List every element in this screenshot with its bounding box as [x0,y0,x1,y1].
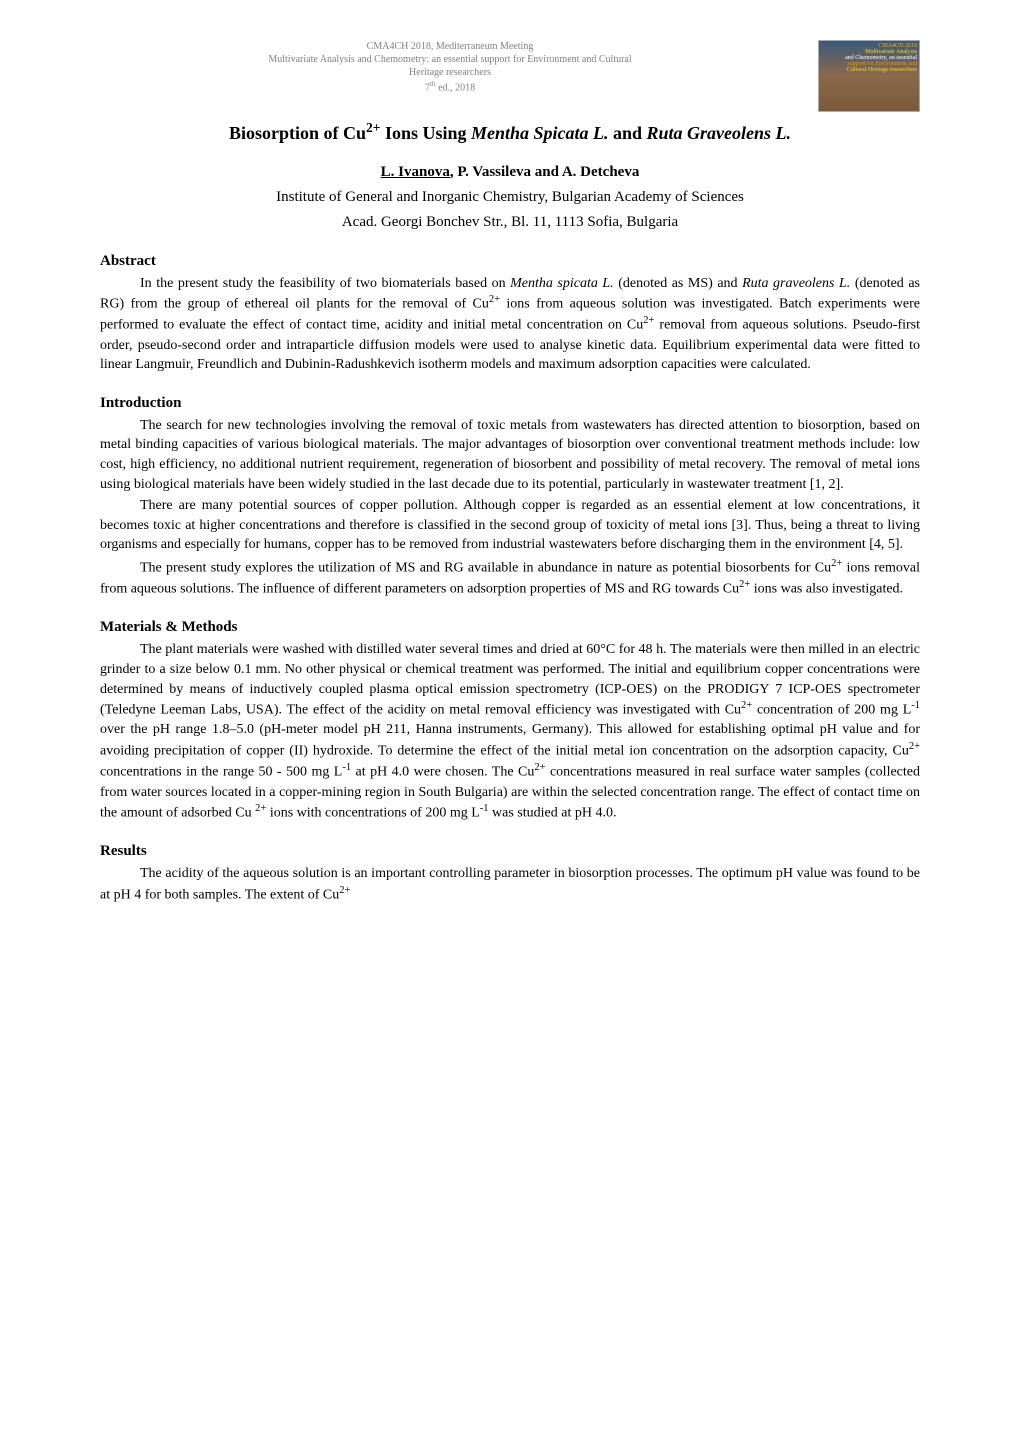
coauthors: , P. Vassileva and A. Detcheva [450,164,639,180]
page-header: CMA4CH 2018, Mediterraneum Meeting Multi… [100,40,920,94]
intro-paragraph-3: The present study explores the utilizati… [100,557,920,600]
abstract-heading: Abstract [100,251,920,272]
authors-line: L. Ivanova, P. Vassileva and A. Detcheva [100,162,920,183]
header-line1: CMA4CH 2018, Mediterraneum Meeting [100,40,800,53]
introduction-heading: Introduction [100,393,920,414]
abstract-paragraph: In the present study the feasibility of … [100,274,920,375]
corresponding-author: L. Ivanova [381,164,450,180]
results-heading: Results [100,841,920,862]
affiliation-line2: Acad. Georgi Bonchev Str., Bl. 11, 1113 … [100,212,920,233]
logo-overlay-text: CMA4CH 2018 Multivariate Analysis and Ch… [845,43,917,73]
methods-paragraph: The plant materials were washed with dis… [100,640,920,823]
intro-paragraph-1: The search for new technologies involvin… [100,416,920,494]
affiliation-line1: Institute of General and Inorganic Chemi… [100,187,920,208]
paper-title: Biosorption of Cu2+ Ions Using Mentha Sp… [100,119,920,146]
header-meeting-info: CMA4CH 2018, Mediterraneum Meeting Multi… [100,40,920,94]
intro-paragraph-2: There are many potential sources of copp… [100,496,920,555]
methods-heading: Materials & Methods [100,617,920,638]
results-paragraph: The acidity of the aqueous solution is a… [100,864,920,905]
header-line2: Multivariate Analysis and Chemometry: an… [100,53,800,66]
header-line3: Heritage researchers [100,66,800,79]
header-line4: 7th ed., 2018 [100,79,800,94]
conference-logo-image: CMA4CH 2018 Multivariate Analysis and Ch… [818,40,920,112]
